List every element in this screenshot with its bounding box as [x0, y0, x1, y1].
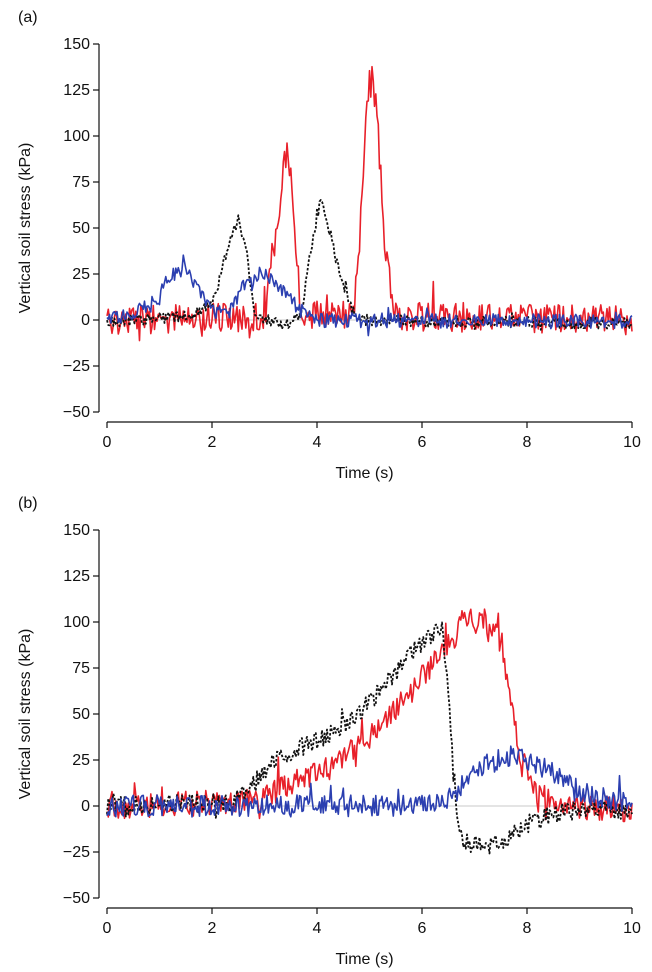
- panel-label: (b): [18, 495, 38, 512]
- y-tick-label: 150: [63, 36, 90, 53]
- y-tick-label: 125: [63, 568, 90, 585]
- y-tick-label: −25: [63, 844, 90, 861]
- x-tick-label: 0: [103, 920, 112, 937]
- chart-b: (b) −50 −25 0 25 50 75 100 125 150 0 2 4 6 8 10 Time (s)…: [17, 495, 641, 968]
- x-tick-label: 8: [523, 920, 532, 937]
- y-tick-label: −25: [63, 358, 90, 375]
- x-axis-title: Time (s): [335, 465, 393, 482]
- y-tick-label: −50: [63, 890, 90, 907]
- x-tick-label: 6: [418, 920, 427, 937]
- panel-a: (a) −50 −25 0 25 50 75 100 125 150 0 2 4 6 8 10 Time (s)…: [17, 9, 641, 482]
- y-tick-label: 50: [72, 220, 90, 237]
- series-line: [106, 65, 633, 342]
- y-tick-label: 100: [63, 614, 90, 631]
- y-tick-label: 50: [72, 706, 90, 723]
- y-tick-label: −50: [63, 404, 90, 421]
- x-tick-label: 4: [313, 920, 322, 937]
- y-tick-label: 75: [72, 174, 90, 191]
- y-axis-title: Vertical soil stress (kPa): [17, 143, 34, 314]
- panel-b: (b) −50 −25 0 25 50 75 100 125 150 0 2 4 6 8 10 Time (s)…: [0, 486, 652, 972]
- series-line: [106, 621, 633, 855]
- series-line: [106, 254, 633, 337]
- x-tick-label: 2: [208, 434, 217, 451]
- y-tick-label: 100: [63, 128, 90, 145]
- x-tick-label: 0: [103, 434, 112, 451]
- series-line: [106, 745, 633, 818]
- x-tick-label: 8: [523, 434, 532, 451]
- y-tick-label: 25: [72, 752, 90, 769]
- x-tick-label: 4: [313, 434, 322, 451]
- series-line: [106, 608, 633, 823]
- x-tick-label: 10: [623, 920, 641, 937]
- y-tick-label: 75: [72, 660, 90, 677]
- panel-label: (a): [18, 9, 38, 26]
- y-tick-label: 150: [63, 522, 90, 539]
- x-tick-label: 6: [418, 434, 427, 451]
- chart-a: (a) −50 −25 0 25 50 75 100 125 150 0 2 4 6 8 10 Time (s)…: [17, 9, 641, 482]
- y-tick-label: 25: [72, 266, 90, 283]
- y-tick-label: 125: [63, 82, 90, 99]
- series-line: [106, 199, 633, 331]
- y-tick-label: 0: [81, 312, 90, 329]
- x-tick-label: 2: [208, 920, 217, 937]
- y-tick-label: 0: [81, 798, 90, 815]
- y-axis-title: Vertical soil stress (kPa): [17, 629, 34, 800]
- x-axis-title: Time (s): [335, 951, 393, 968]
- x-tick-label: 10: [623, 434, 641, 451]
